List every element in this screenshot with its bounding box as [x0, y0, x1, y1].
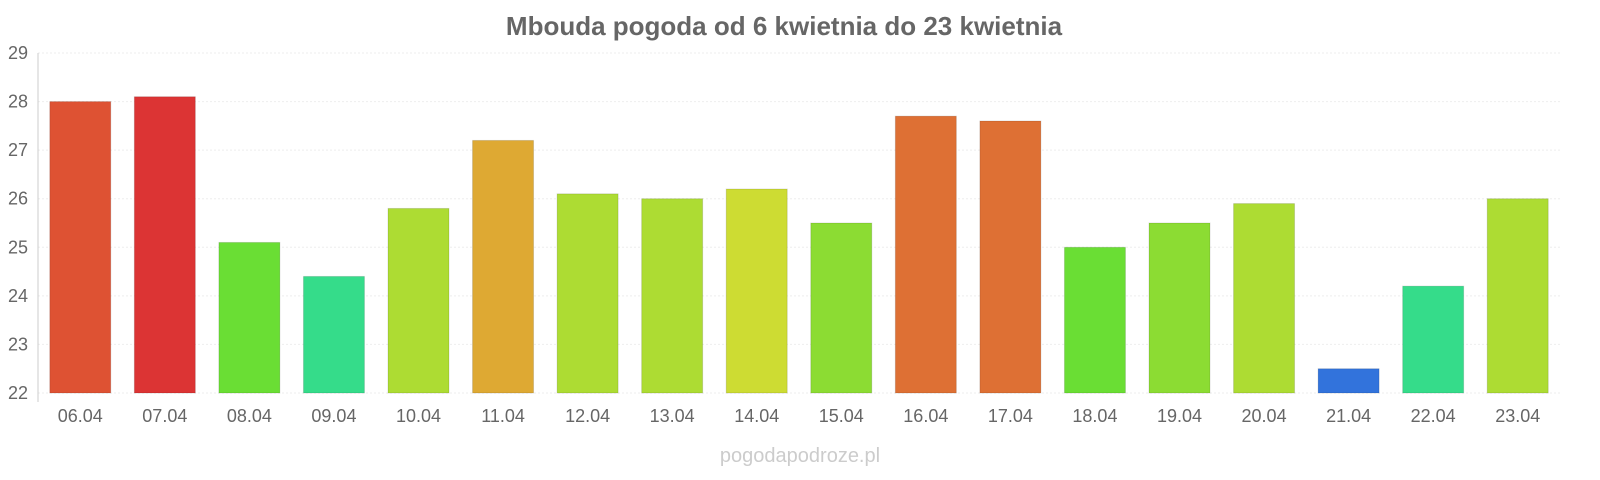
- x-tick-label: 07.04: [142, 406, 187, 426]
- y-axis-ticks: 22 23 24 25 26 27 28 29: [8, 43, 28, 403]
- y-tick-label: 28: [8, 92, 28, 112]
- y-tick-label: 22: [8, 383, 28, 403]
- y-tick-label: 24: [8, 286, 28, 306]
- bar-09.04[interactable]: [302, 275, 365, 394]
- bar-07.04[interactable]: [133, 96, 196, 394]
- bar-13.04[interactable]: [641, 198, 704, 394]
- x-tick-label: 21.04: [1326, 406, 1371, 426]
- bar-06.04[interactable]: [49, 101, 112, 394]
- credit-text[interactable]: pogodapodroze.pl: [720, 445, 880, 467]
- x-tick-label: 16.04: [903, 406, 948, 426]
- x-tick-label: 08.04: [227, 406, 272, 426]
- x-axis-ticks: 06.04 07.04 08.04 09.04 10.04 11.04 12.04 13.04…: [58, 406, 1540, 426]
- bar-18.04[interactable]: [1063, 246, 1126, 394]
- y-tick-label: 26: [8, 189, 28, 209]
- bar-11.04[interactable]: [472, 139, 535, 394]
- x-tick-label: 11.04: [481, 406, 525, 426]
- bar-16.04[interactable]: [894, 115, 957, 394]
- x-tick-label: 15.04: [819, 406, 864, 426]
- x-tick-label: 10.04: [396, 406, 441, 426]
- x-tick-label: 14.04: [734, 406, 779, 426]
- x-tick-label: 18.04: [1072, 406, 1117, 426]
- bar-22.04[interactable]: [1402, 285, 1465, 394]
- y-tick-label: 29: [8, 43, 28, 63]
- x-tick-label: 06.04: [58, 406, 103, 426]
- x-tick-label: 12.04: [565, 406, 610, 426]
- bar-10.04[interactable]: [387, 207, 450, 394]
- bar-20.04[interactable]: [1233, 203, 1296, 394]
- bars: [49, 96, 1549, 394]
- bar-19.04[interactable]: [1148, 222, 1211, 394]
- x-tick-label: 22.04: [1411, 406, 1456, 426]
- x-tick-label: 09.04: [311, 406, 356, 426]
- x-tick-label: 19.04: [1157, 406, 1202, 426]
- bar-17.04[interactable]: [979, 120, 1042, 394]
- x-tick-label: 20.04: [1242, 406, 1287, 426]
- bar-08.04[interactable]: [218, 241, 281, 394]
- y-tick-label: 27: [8, 140, 28, 160]
- bar-21.04[interactable]: [1317, 368, 1380, 394]
- x-tick-label: 13.04: [650, 406, 695, 426]
- y-tick-label: 25: [8, 237, 28, 257]
- chart-title: Mbouda pogoda od 6 kwietnia do 23 kwietn…: [506, 11, 1063, 41]
- bar-12.04[interactable]: [556, 193, 619, 394]
- x-tick-label: 17.04: [988, 406, 1033, 426]
- bar-14.04[interactable]: [725, 188, 788, 394]
- x-tick-label: 23.04: [1495, 406, 1540, 426]
- gridlines: [38, 52, 1560, 394]
- y-tick-label: 23: [8, 334, 28, 354]
- bar-23.04[interactable]: [1486, 198, 1549, 394]
- bar-15.04[interactable]: [810, 222, 873, 394]
